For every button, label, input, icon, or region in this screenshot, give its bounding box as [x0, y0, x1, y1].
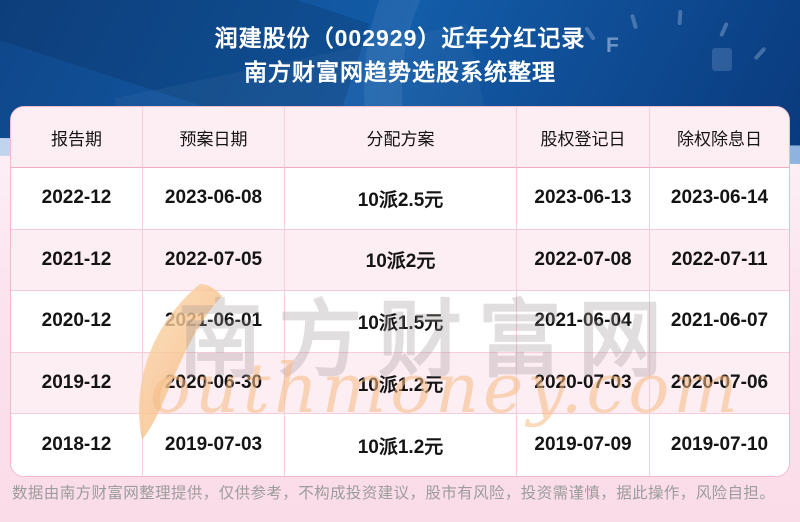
table-cell: 2021-06-01: [143, 291, 285, 353]
table-cell: 10派1.5元: [285, 291, 517, 353]
table-cell: 10派2元: [285, 229, 517, 292]
table-cell: 2021-06-07: [650, 291, 789, 353]
table-cell: 2021-06-04: [517, 291, 650, 353]
page-subtitle: 南方财富网趋势选股系统整理: [244, 59, 556, 85]
table-cell: 10派2.5元: [285, 168, 517, 230]
table-cell: 10派1.2元: [285, 352, 517, 415]
table-cell: 2018-12: [11, 414, 143, 476]
table-cell: 2023-06-14: [650, 168, 789, 230]
column-header: 报告期: [11, 107, 143, 168]
column-header: 预案日期: [143, 107, 285, 168]
dividend-table-card: 报告期 预案日期 分配方案 股权登记日 除权除息日 2022-12 2023-06-08 10…: [10, 106, 790, 477]
table-cell: 2020-06-30: [143, 352, 285, 415]
table-cell: 2019-12: [11, 352, 143, 415]
table-cell: 2019-07-09: [517, 414, 650, 476]
table-cell: 2020-07-06: [650, 352, 789, 415]
fuel-pump-icon: [712, 48, 732, 71]
table-cell: 2022-07-05: [143, 229, 285, 292]
table-cell: 2019-07-03: [143, 414, 285, 476]
table-cell: 2020-12: [11, 291, 143, 353]
column-header: 除权除息日: [650, 107, 789, 168]
table-cell: 2023-06-13: [517, 168, 650, 230]
table-cell: 2021-12: [11, 229, 143, 292]
table-cell: 2019-07-10: [650, 414, 789, 476]
column-header: 分配方案: [285, 107, 517, 168]
table-cell: 10派1.2元: [285, 414, 517, 476]
header-titles: 润建股份（002929）近年分红记录 南方财富网趋势选股系统整理: [0, 0, 800, 87]
gauge-full-label: F: [606, 34, 619, 57]
column-header: 股权登记日: [517, 107, 650, 168]
table-cell: 2023-06-08: [143, 168, 285, 230]
table-cell: 2022-12: [11, 168, 143, 230]
disclaimer-text: 数据由南方财富网整理提供，仅供参考，不构成投资建议，股市有风险，投资需谨慎，据此…: [12, 485, 776, 502]
table-cell: 2020-07-03: [517, 352, 650, 415]
dividend-table: 报告期 预案日期 分配方案 股权登记日 除权除息日 2022-12 2023-06-08 10…: [11, 107, 789, 476]
table-cell: 2022-07-08: [517, 229, 650, 292]
page-title: 润建股份（002929）近年分红记录: [214, 25, 586, 51]
table-cell: 2022-07-11: [650, 229, 789, 292]
